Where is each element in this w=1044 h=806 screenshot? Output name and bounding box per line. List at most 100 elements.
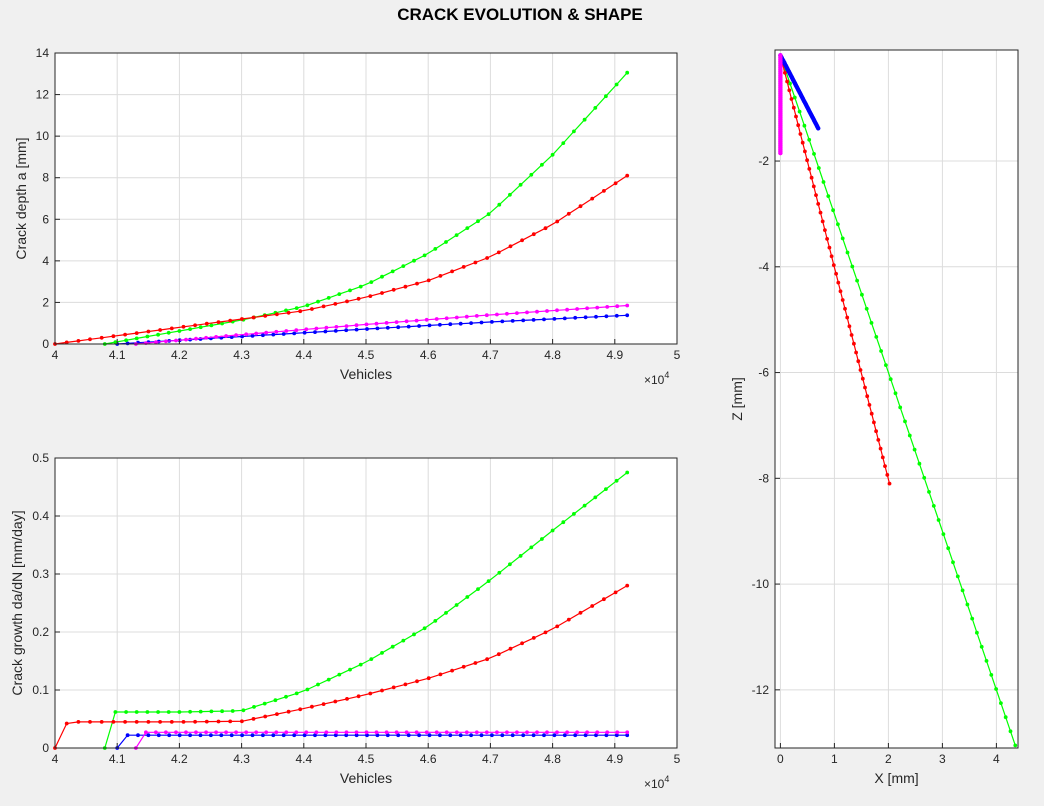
data-point — [198, 325, 203, 330]
data-point — [146, 733, 151, 738]
data-point — [518, 554, 523, 558]
data-point — [479, 733, 484, 738]
data-point — [181, 324, 186, 329]
data-point — [204, 321, 209, 326]
y-tick-label: 8 — [42, 171, 49, 185]
data-point — [800, 140, 805, 145]
data-point — [497, 570, 502, 575]
data-point — [220, 709, 225, 714]
data-point — [783, 70, 787, 75]
data-point — [444, 611, 448, 615]
data-point — [573, 315, 578, 320]
data-point — [313, 733, 317, 738]
x-axis-exponent: ×104 — [644, 774, 669, 791]
data-point — [843, 306, 847, 311]
data-point — [510, 733, 515, 738]
data-point — [88, 337, 92, 342]
data-point — [625, 583, 630, 588]
data-point — [314, 326, 319, 331]
data-point — [358, 662, 363, 667]
data-point — [244, 332, 249, 337]
y-tick-label: 14 — [36, 46, 50, 60]
data-point — [458, 321, 463, 326]
data-point — [907, 433, 912, 438]
data-point — [613, 181, 618, 186]
x-tick-label: 4.7 — [482, 752, 499, 766]
series-line-3 — [54, 175, 628, 345]
data-point — [261, 733, 265, 738]
data-point — [198, 709, 203, 714]
data-point — [417, 733, 421, 738]
data-point — [807, 167, 812, 171]
data-point — [262, 701, 267, 706]
data-point — [989, 673, 994, 677]
data-point — [936, 518, 941, 522]
data-point — [960, 588, 965, 593]
data-point — [555, 730, 559, 735]
data-point — [380, 651, 384, 655]
data-point — [594, 733, 598, 738]
x-tick-label: 4.4 — [295, 752, 312, 766]
data-point — [840, 298, 845, 302]
data-point — [369, 657, 374, 661]
data-point — [333, 699, 338, 704]
data-point — [791, 105, 796, 110]
y-tick-label: 4 — [42, 254, 49, 268]
data-point — [384, 321, 389, 325]
x-tick-label: 0 — [777, 752, 784, 766]
data-point — [230, 709, 235, 713]
data-point — [314, 730, 319, 735]
data-point — [294, 328, 299, 333]
data-point — [364, 322, 369, 327]
data-point — [354, 733, 359, 738]
data-point — [194, 730, 198, 735]
data-point — [550, 528, 555, 533]
data-point — [561, 141, 566, 146]
data-point — [380, 688, 384, 693]
data-point — [788, 81, 792, 86]
data-point — [216, 719, 221, 724]
data-point — [250, 733, 255, 738]
data-point — [540, 162, 544, 167]
data-point — [345, 697, 349, 701]
data-point — [204, 719, 209, 724]
data-point — [565, 730, 569, 735]
data-point — [454, 315, 459, 320]
data-point — [543, 226, 548, 231]
data-point — [531, 733, 536, 738]
data-point — [448, 322, 453, 327]
data-point — [500, 319, 505, 324]
data-point — [572, 129, 576, 134]
data-point — [614, 478, 619, 483]
data-point — [134, 710, 139, 714]
data-point — [240, 719, 244, 724]
data-point — [582, 117, 587, 122]
data-point — [838, 289, 843, 294]
data-point — [583, 315, 588, 320]
x-tick-label: 4 — [52, 752, 59, 766]
data-point — [797, 109, 802, 114]
data-point — [99, 720, 104, 724]
data-point — [856, 359, 861, 364]
data-point — [602, 597, 606, 602]
data-point — [604, 94, 608, 99]
data-point — [158, 328, 163, 332]
x-axis-label: Vehicles — [340, 770, 392, 786]
x-tick-label: 4.3 — [233, 752, 250, 766]
data-point — [286, 709, 291, 714]
data-point — [271, 332, 276, 337]
data-point — [275, 712, 279, 716]
data-point — [465, 226, 470, 231]
data-point — [113, 710, 118, 714]
data-point — [450, 668, 454, 673]
x-tick-label: 5 — [674, 752, 681, 766]
data-point — [284, 730, 289, 735]
data-point — [860, 376, 865, 381]
data-point — [292, 331, 297, 336]
data-point — [111, 334, 116, 339]
data-point — [898, 405, 903, 410]
data-point — [529, 172, 534, 177]
data-point — [625, 173, 630, 178]
data-point — [375, 733, 380, 738]
data-point — [573, 733, 578, 738]
